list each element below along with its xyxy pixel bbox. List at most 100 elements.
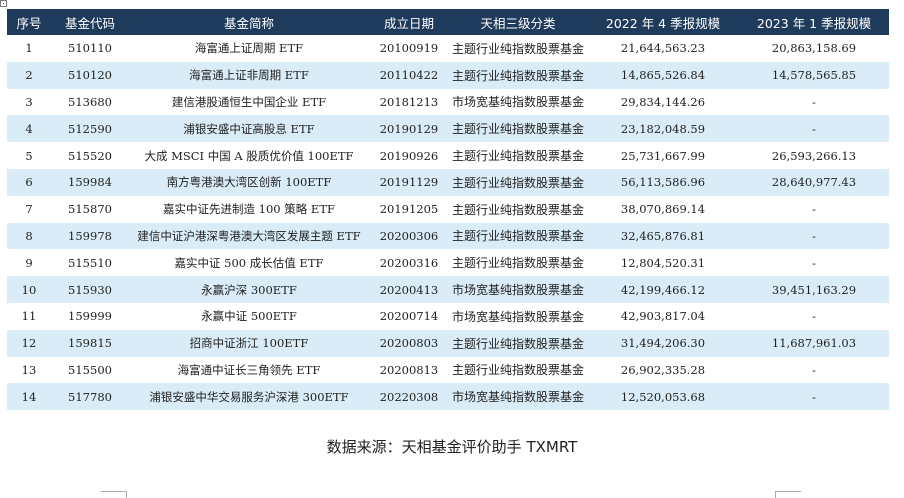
cell-scale-2023q1: - <box>739 195 889 223</box>
cell-category: 市场宽基纯指数股票基金 <box>449 383 587 411</box>
cell-fund-name: 永赢中证 500ETF <box>129 302 369 330</box>
cell-scale-2023q1: - <box>739 356 889 384</box>
cell-fund-code: 159815 <box>51 329 129 357</box>
cell-fund-code: 159978 <box>51 222 129 250</box>
cell-fund-code: 515870 <box>51 195 129 223</box>
table-row: 4 512590 浦银安盛中证高股息 ETF 20190129 主题行业纯指数股票基金 2… <box>7 115 889 143</box>
cell-scale-2022q4: 12,804,520.31 <box>587 249 739 277</box>
cell-inception-date: 20200413 <box>369 276 449 303</box>
cell-scale-2023q1: - <box>739 222 889 250</box>
cell-inception-date: 20220308 <box>369 383 449 411</box>
cell-fund-code: 515500 <box>51 356 129 384</box>
cell-scale-2022q4: 26,902,335.28 <box>587 356 739 384</box>
cell-inception-date: 20200714 <box>369 302 449 330</box>
cell-fund-name: 海富通上证非周期 ETF <box>129 61 369 89</box>
cell-index: 10 <box>7 276 51 303</box>
cell-fund-name: 浦银安盛中证高股息 ETF <box>129 115 369 143</box>
cell-fund-name: 嘉实中证先进制造 100 策略 ETF <box>129 195 369 223</box>
data-source-note: 数据来源：天相基金评价助手 TXMRT <box>326 438 578 456</box>
cell-fund-code: 513680 <box>51 88 129 116</box>
cell-fund-name: 浦银安盛中华交易服务沪深港 300ETF <box>129 383 369 411</box>
cell-inception-date: 20191129 <box>369 168 449 196</box>
cell-scale-2023q1: 14,578,565.85 <box>739 61 889 89</box>
cell-inception-date: 20181213 <box>369 88 449 116</box>
cell-index: 6 <box>7 168 51 196</box>
cell-index: 2 <box>7 61 51 89</box>
cell-category: 主题行业纯指数股票基金 <box>449 195 587 223</box>
cell-fund-name: 南方粤港澳大湾区创新 100ETF <box>129 168 369 196</box>
cell-index: 11 <box>7 302 51 330</box>
cell-inception-date: 20100919 <box>369 35 449 62</box>
cell-scale-2022q4: 23,182,048.59 <box>587 115 739 143</box>
cell-fund-code: 517780 <box>51 383 129 411</box>
cell-index: 9 <box>7 249 51 277</box>
cell-category: 主题行业纯指数股票基金 <box>449 249 587 277</box>
cell-fund-code: 515510 <box>51 249 129 277</box>
cell-inception-date: 20191205 <box>369 195 449 223</box>
cell-inception-date: 20200306 <box>369 222 449 250</box>
table-row: 1 510110 海富通上证周期 ETF 20100919 主题行业纯指数股票基金 21,… <box>7 35 889 62</box>
cell-category: 主题行业纯指数股票基金 <box>449 142 587 169</box>
cell-fund-code: 510110 <box>51 35 129 62</box>
cell-index: 7 <box>7 195 51 223</box>
cell-scale-2023q1: - <box>739 383 889 411</box>
cell-category: 主题行业纯指数股票基金 <box>449 35 587 62</box>
cell-index: 14 <box>7 383 51 411</box>
cell-index: 5 <box>7 142 51 169</box>
cell-category: 主题行业纯指数股票基金 <box>449 329 587 357</box>
table-row: 8 159978 建信中证沪港深粤港澳大湾区发展主题 ETF 20200306 主题行业… <box>7 222 889 250</box>
cell-category: 主题行业纯指数股票基金 <box>449 222 587 250</box>
cell-fund-code: 515520 <box>51 142 129 169</box>
cell-inception-date: 20200803 <box>369 329 449 357</box>
table-header-row: 序号 基金代码 基金简称 成立日期 天相三级分类 2022 年 4 季报规模 2… <box>7 9 889 35</box>
table-move-handle-icon[interactable] <box>0 0 7 7</box>
cell-category: 市场宽基纯指数股票基金 <box>449 276 587 303</box>
page-corner-mark-right <box>775 491 801 498</box>
cell-scale-2022q4: 14,865,526.84 <box>587 61 739 89</box>
cell-fund-code: 512590 <box>51 115 129 143</box>
cell-scale-2022q4: 42,199,466.12 <box>587 276 739 303</box>
cell-inception-date: 20110422 <box>369 61 449 89</box>
table-row: 11 159999 永赢中证 500ETF 20200714 市场宽基纯指数股票基金 42… <box>7 302 889 330</box>
cell-scale-2023q1: - <box>739 115 889 143</box>
cell-fund-name: 建信港股通恒生中国企业 ETF <box>129 88 369 116</box>
cell-inception-date: 20190129 <box>369 115 449 143</box>
cell-category: 主题行业纯指数股票基金 <box>449 115 587 143</box>
cell-fund-name: 招商中证浙江 100ETF <box>129 329 369 357</box>
cell-scale-2023q1: - <box>739 88 889 116</box>
cell-index: 3 <box>7 88 51 116</box>
fund-scale-table: 序号 基金代码 基金简称 成立日期 天相三级分类 2022 年 4 季报规模 2… <box>7 9 889 411</box>
cell-category: 市场宽基纯指数股票基金 <box>449 302 587 330</box>
cell-fund-code: 515930 <box>51 276 129 303</box>
header-scale-2022q4: 2022 年 4 季报规模 <box>587 9 739 35</box>
cell-index: 12 <box>7 329 51 357</box>
header-fund-code: 基金代码 <box>51 9 129 35</box>
cell-fund-name: 海富通上证周期 ETF <box>129 35 369 62</box>
cell-fund-name: 嘉实中证 500 成长估值 ETF <box>129 249 369 277</box>
table-row: 3 513680 建信港股通恒生中国企业 ETF 20181213 市场宽基纯指数股票基… <box>7 88 889 116</box>
cell-scale-2022q4: 42,903,817.04 <box>587 302 739 330</box>
table-row: 7 515870 嘉实中证先进制造 100 策略 ETF 20191205 主题行业纯指… <box>7 195 889 223</box>
page-corner-mark-left <box>101 491 127 498</box>
cell-fund-code: 510120 <box>51 61 129 89</box>
cell-fund-code: 159999 <box>51 302 129 330</box>
cell-inception-date: 20200316 <box>369 249 449 277</box>
cell-category: 主题行业纯指数股票基金 <box>449 61 587 89</box>
cell-scale-2023q1: - <box>739 302 889 330</box>
cell-index: 8 <box>7 222 51 250</box>
cell-category: 主题行业纯指数股票基金 <box>449 168 587 196</box>
table-row: 13 515500 海富通中证长三角领先 ETF 20200813 主题行业纯指数股票基… <box>7 356 889 384</box>
header-category: 天相三级分类 <box>449 9 587 35</box>
cell-scale-2022q4: 25,731,667.99 <box>587 142 739 169</box>
cell-scale-2022q4: 38,070,869.14 <box>587 195 739 223</box>
cell-category: 市场宽基纯指数股票基金 <box>449 88 587 116</box>
cell-index: 13 <box>7 356 51 384</box>
cell-fund-name: 建信中证沪港深粤港澳大湾区发展主题 ETF <box>129 222 369 250</box>
cell-scale-2022q4: 31,494,206.30 <box>587 329 739 357</box>
cell-index: 1 <box>7 35 51 62</box>
cell-fund-code: 159984 <box>51 168 129 196</box>
cell-inception-date: 20200813 <box>369 356 449 384</box>
cell-scale-2022q4: 21,644,563.23 <box>587 35 739 62</box>
cell-scale-2023q1: 20,863,158.69 <box>739 35 889 62</box>
table-row: 14 517780 浦银安盛中华交易服务沪深港 300ETF 20220308 市场宽基… <box>7 383 889 411</box>
